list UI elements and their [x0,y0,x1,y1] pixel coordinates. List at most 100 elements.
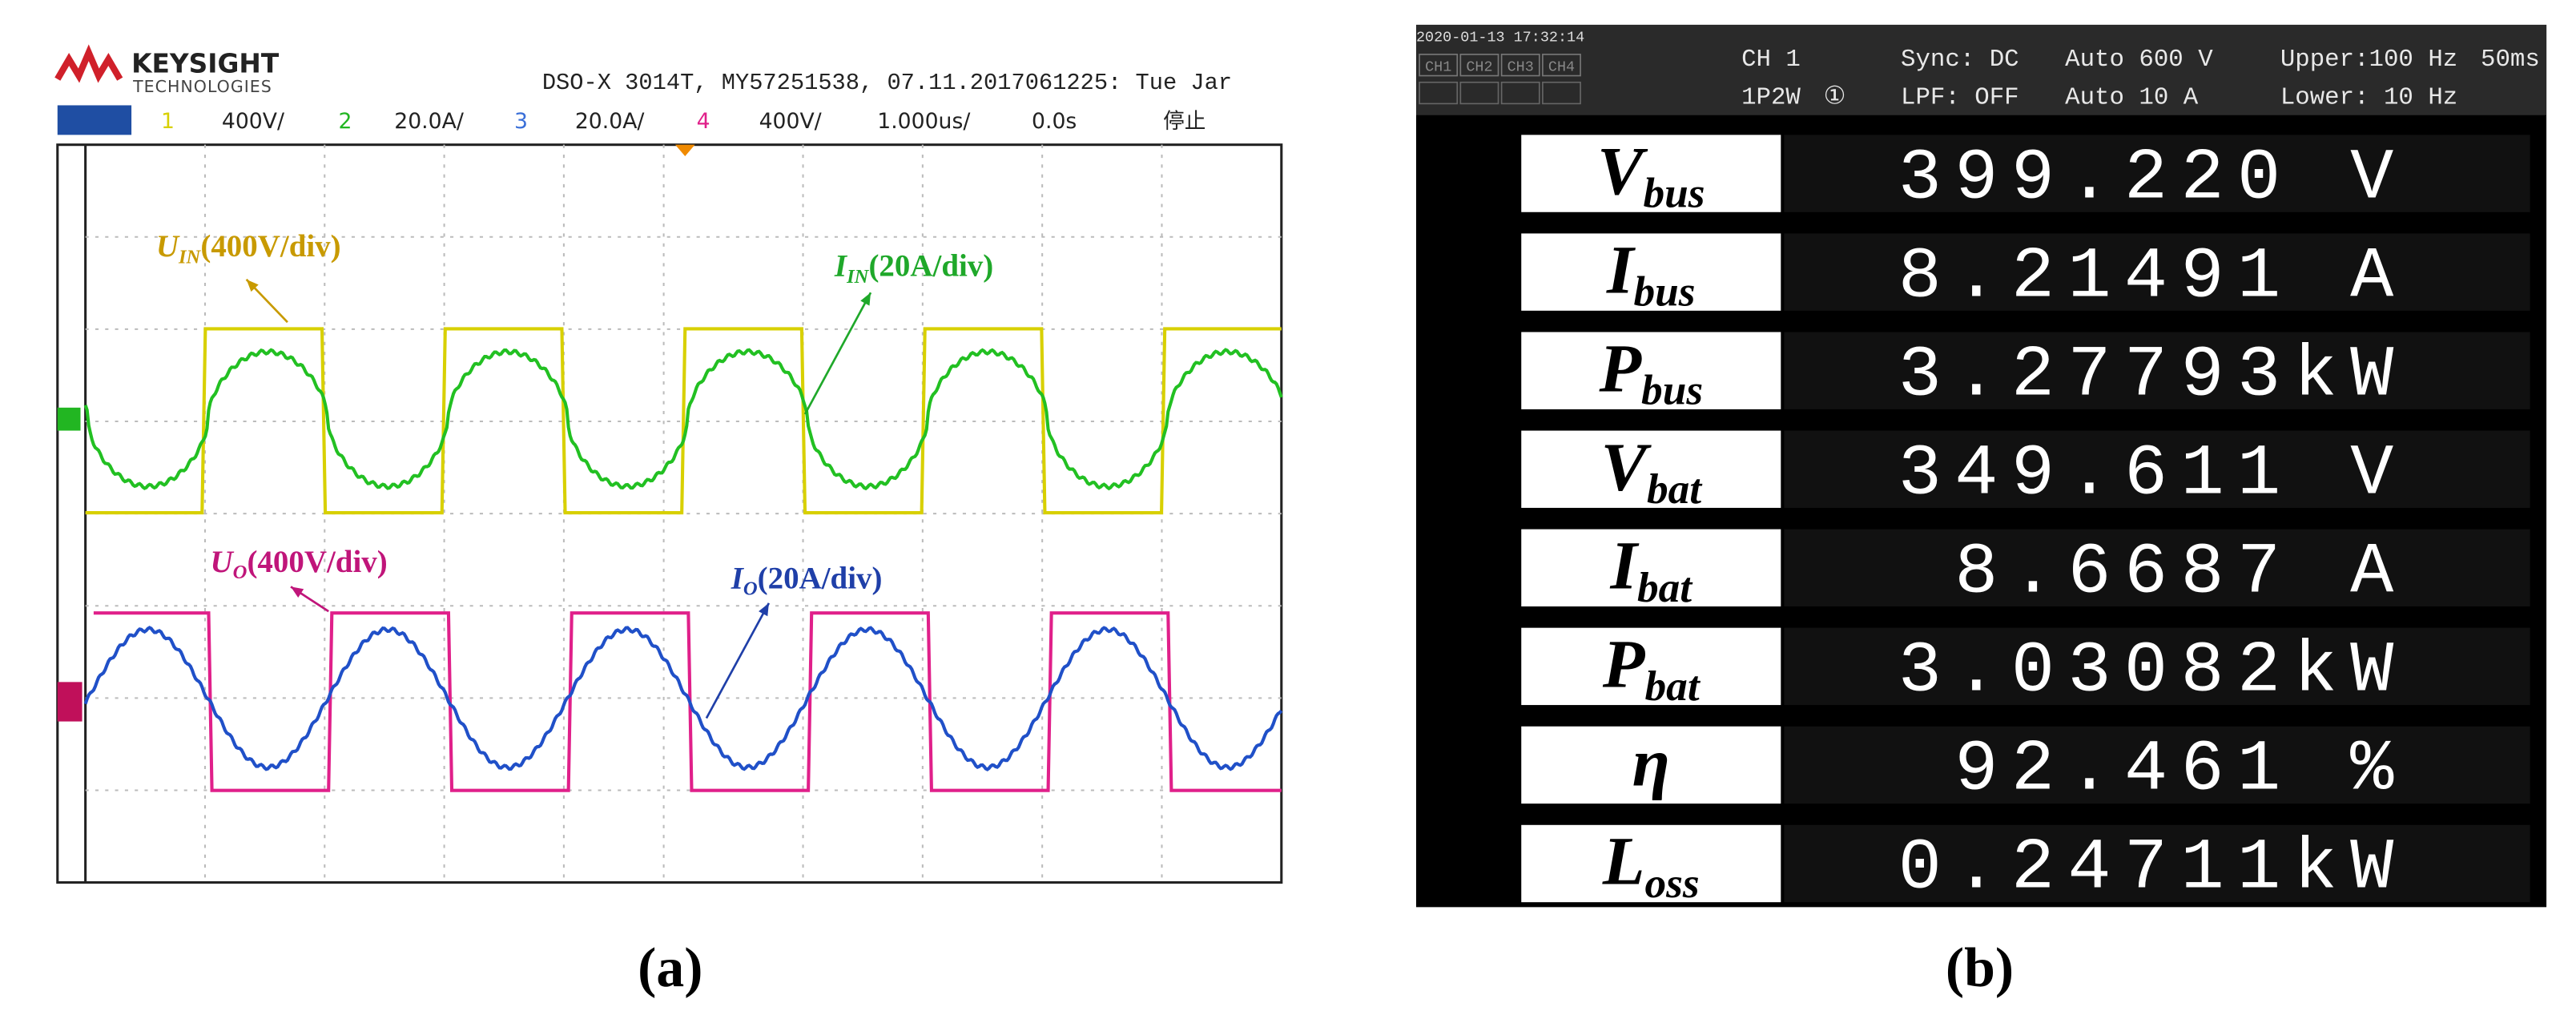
annotation-subscript: O [743,578,758,600]
annotation-symbol: U [211,545,235,579]
channel-box-label: CH1 [1425,58,1451,75]
quantity-label: Ibat [1609,526,1693,610]
run-status: 停止 [1163,109,1205,134]
value-box [1784,430,2530,508]
quantity-label: Pbus [1598,329,1703,413]
annotation-arrow [803,292,872,415]
label-box [1521,627,1781,706]
annotation-subscript: O [233,562,248,583]
label-box [1521,726,1781,804]
label-box [1521,824,1781,903]
ch2-marker [57,407,81,431]
measured-value: 349.611 V [1898,433,2407,515]
annotation-subscript: IN [178,246,202,268]
label-box [1521,233,1781,311]
timebase: 1.000us/ [877,109,970,134]
channel-indicator [1500,81,1540,105]
quantity-subscript: bus [1643,169,1705,217]
channel-scale: 400V/ [222,109,284,134]
quantity-symbol: η [1632,724,1670,801]
logo-mark [54,44,123,83]
quantity-symbol: P [1598,329,1642,406]
channel-number: 2 [339,109,352,134]
quantity-symbol: L [1602,823,1645,900]
label-box [1521,430,1781,508]
caption-b: (b) [1946,937,2014,999]
scope-header: DSO-X 3014T, MY57251538, 07.11.201706122… [542,70,1232,96]
value-box [1784,233,2530,311]
wiring: 1P2W [1741,83,1801,111]
channel-scale: 20.0A/ [575,109,645,134]
value-box [1784,135,2530,212]
channel-scale: 20.0A/ [394,109,464,134]
measured-value: 3.27793kW [1898,335,2407,417]
menu-button [57,105,132,135]
quantity-label: Loss [1602,823,1700,907]
value-box [1784,627,2530,706]
waveform-io [83,626,1283,771]
lpf: LPF: OFF [1901,83,2019,111]
sync: Sync: DC [1901,46,2019,74]
value-box [1784,529,2530,607]
measured-value: 92.461 % [1954,730,2406,812]
channel-number: 3 [514,109,528,134]
arrow-head [246,279,259,292]
element: ① [1824,83,1846,111]
channel-box-label: CH2 [1466,58,1492,75]
waveform-iin [83,348,1283,491]
arrow-head [759,602,769,617]
delay: 0.0s [1032,109,1077,134]
quantity-subscript: bat [1637,563,1693,611]
measured-value: 8.21491 A [1898,236,2407,318]
value-box [1784,726,2530,804]
waveform-uin [85,327,1282,515]
channel-number: 4 [697,109,710,134]
quantity-symbol: I [1606,231,1636,308]
channel-box [1459,54,1499,77]
annotation-symbol: I [731,561,745,595]
quantity-label: Ibus [1606,231,1696,315]
voltage-range: Auto 600 V [2065,46,2213,74]
measured-value: 8.6687 A [1954,533,2406,614]
lower-freq: Lower: 10 Hz [2280,83,2457,111]
logo-brand: KEYSIGHT [131,48,280,79]
quantity-label: Vbus [1597,132,1705,216]
channel-box [1500,54,1540,77]
annotation: UO(400V/div) [211,545,388,583]
channel-box [1542,54,1581,77]
arrow-head [860,292,871,306]
quantity-symbol: V [1597,132,1648,209]
quantity-symbol: P [1602,626,1646,703]
label-box [1521,135,1781,212]
value-box [1784,332,2530,409]
label-box [1521,529,1781,607]
channel-box-label: CH4 [1548,58,1575,75]
value-box [1784,824,2530,903]
channel-scale: 400V/ [759,109,822,134]
status-bar [1415,24,2547,115]
measured-value: 3.03082kW [1898,631,2407,713]
annotation-scale: (400V/div) [200,229,340,264]
quantity-label: η [1632,724,1670,801]
annotation: IO(20A/div) [731,561,883,599]
upper-freq: Upper:100 Hz [2280,46,2457,74]
annotation-scale: (20A/div) [868,249,993,284]
channel-indicator [1542,81,1581,105]
quantity-subscript: bat [1647,465,1703,513]
quantity-symbol: V [1600,428,1652,505]
ch4-marker [57,682,83,722]
annotation-scale: (400V/div) [247,545,387,579]
annotation-subscript: IN [846,266,870,288]
update-rate: 50ms [2481,46,2540,74]
channel-box [1419,54,1459,77]
annotation-arrow [705,602,771,719]
annotation-symbol: I [834,249,848,284]
measured-value: 399.220 V [1898,138,2407,220]
annotation-scale: (20A/div) [758,561,883,595]
timestamp: 2020-01-13 17:32:14 [1416,29,1584,46]
annotation: IIN(20A/div) [834,249,993,288]
channel-number: 1 [161,109,175,134]
current-range: Auto 10 A [2065,83,2199,111]
